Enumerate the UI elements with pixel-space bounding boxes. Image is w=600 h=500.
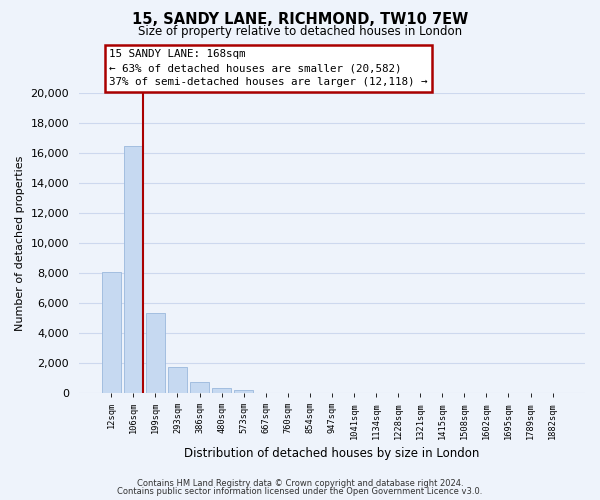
Bar	[190, 382, 209, 393]
Bar	[168, 366, 187, 393]
Text: 15 SANDY LANE: 168sqm
← 63% of detached houses are smaller (20,582)
37% of semi-: 15 SANDY LANE: 168sqm ← 63% of detached …	[109, 49, 428, 87]
Y-axis label: Number of detached properties: Number of detached properties	[15, 156, 25, 330]
Text: 15, SANDY LANE, RICHMOND, TW10 7EW: 15, SANDY LANE, RICHMOND, TW10 7EW	[132, 12, 468, 28]
Bar	[124, 146, 143, 393]
Text: Contains public sector information licensed under the Open Government Licence v3: Contains public sector information licen…	[118, 487, 482, 496]
Text: Contains HM Land Registry data © Crown copyright and database right 2024.: Contains HM Land Registry data © Crown c…	[137, 478, 463, 488]
Bar	[102, 272, 121, 393]
Bar	[146, 314, 165, 393]
Bar	[212, 388, 231, 393]
Text: Size of property relative to detached houses in London: Size of property relative to detached ho…	[138, 25, 462, 38]
X-axis label: Distribution of detached houses by size in London: Distribution of detached houses by size …	[184, 447, 479, 460]
Bar	[235, 390, 253, 393]
